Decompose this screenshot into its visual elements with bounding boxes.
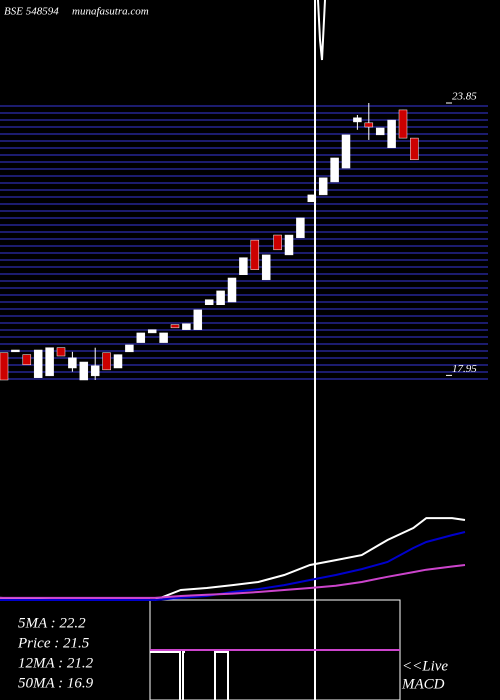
- candle-body: [307, 194, 317, 203]
- candle-body: [182, 323, 191, 330]
- macd-label: MACD: [401, 676, 445, 692]
- ma-line: [0, 531, 466, 601]
- candle-body: [193, 309, 203, 330]
- candle-body: [261, 254, 271, 281]
- spike: [317, 0, 326, 61]
- stat-label: 12MA : 21.2: [18, 655, 94, 671]
- candle-body: [170, 324, 180, 329]
- candle-body: [0, 352, 9, 381]
- stat-label: Price : 21.5: [17, 635, 90, 651]
- candle-body: [147, 329, 157, 334]
- candle-body: [90, 365, 100, 377]
- candle-body: [22, 354, 32, 366]
- candle-body: [296, 217, 305, 239]
- candle-body: [284, 234, 294, 256]
- candle-body: [273, 234, 282, 251]
- candle-body: [33, 349, 43, 378]
- ma-line: [0, 564, 466, 599]
- candle-body: [45, 347, 54, 377]
- y-tick-label: 23.85: [452, 91, 477, 103]
- candle-body: [79, 361, 89, 381]
- price-band: [0, 103, 488, 383]
- stat-label: 5MA : 22.2: [18, 615, 86, 631]
- stat-label: 50MA : 16.9: [18, 675, 94, 691]
- ma-line: [0, 517, 466, 601]
- candle-body: [227, 277, 237, 303]
- candle-body: [250, 239, 260, 270]
- candle-body: [375, 127, 385, 136]
- candle-body: [102, 352, 111, 371]
- macd-line: [150, 651, 229, 700]
- chart-title: BSE 548594: [4, 6, 59, 18]
- live-label[interactable]: <<Live: [402, 658, 448, 674]
- y-tick-label: 17.95: [452, 363, 477, 375]
- candle-body: [318, 177, 328, 196]
- candle-body: [387, 119, 396, 149]
- candle-body: [68, 357, 77, 369]
- candle-body: [113, 354, 123, 369]
- candle-body: [125, 344, 134, 353]
- candle-body: [330, 157, 339, 183]
- candle-body: [159, 332, 168, 343]
- candle-body: [410, 137, 419, 161]
- chart-subtitle: munafasutra.com: [72, 6, 149, 18]
- candle-body: [204, 299, 214, 305]
- candle-body: [56, 347, 66, 357]
- candle-body: [216, 290, 225, 305]
- candle-body: [341, 134, 351, 169]
- candle-body: [136, 332, 146, 343]
- candle-body: [364, 122, 374, 128]
- candle-body: [398, 109, 408, 139]
- candle-body: [353, 117, 362, 123]
- candle-body: [11, 349, 20, 353]
- candle-body: [239, 257, 248, 275]
